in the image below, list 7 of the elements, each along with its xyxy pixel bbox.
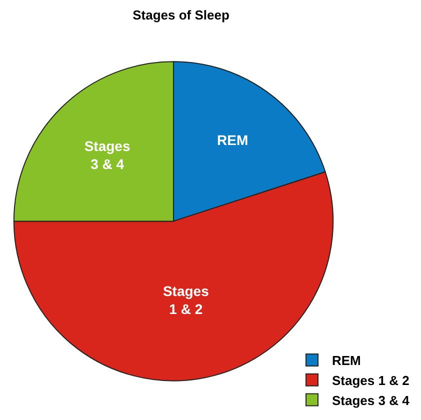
- chart-title: Stages of Sleep: [132, 8, 230, 23]
- slice-label: Stages 1 & 2: [162, 282, 210, 318]
- legend-label: Stages 1 & 2: [332, 372, 410, 388]
- slice-label: Stages 3 & 4: [84, 138, 130, 172]
- legend-label: REM: [332, 353, 361, 368]
- legend-label: Stages 3 & 4: [332, 392, 410, 408]
- slice-label: REM: [217, 132, 248, 148]
